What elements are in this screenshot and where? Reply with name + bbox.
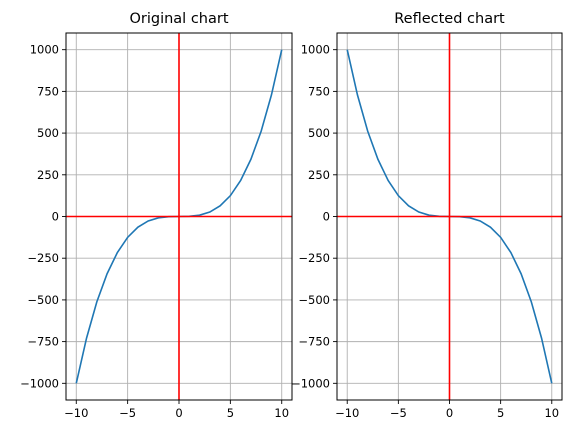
chart-0-xtick-label-0: −10 (64, 406, 88, 420)
chart-0-title: Original chart (129, 11, 228, 27)
original-chart-panel: −10 −5 0 5 10 −1000 −750 −500 −250 0 250 500 750 1000… (20, 11, 293, 420)
reflected-chart-panel: −10 −5 0 5 10 −1000 −750 −500 −250 0 250 500 750 1000… (291, 11, 563, 420)
chart-0-ytick-label-8: 1000 (30, 43, 59, 57)
chart-1-title: Reflected chart (394, 11, 505, 27)
chart-1-xtick-label-0: −10 (335, 406, 359, 420)
chart-1-ytick-label-6: 500 (308, 126, 330, 140)
chart-1-ytick-label-3: −250 (298, 251, 330, 265)
chart-0-xtick-label-4: 10 (274, 406, 289, 420)
chart-1-ytick-label-8: 1000 (301, 43, 330, 57)
chart-1-ytick-label-4: 0 (323, 210, 330, 224)
chart-1-ytick-label-2: −500 (298, 293, 330, 307)
chart-1-xtick-label-1: −5 (390, 406, 407, 420)
chart-1-xtick-label-4: 10 (544, 406, 559, 420)
chart-1-ytick-label-7: 750 (308, 84, 330, 98)
chart-1-ytick-label-0: −1000 (291, 376, 330, 390)
chart-1-xtick-label-3: 5 (497, 406, 504, 420)
chart-0-ytick-label-4: 0 (52, 210, 59, 224)
chart-0-ytick-label-2: −500 (27, 293, 59, 307)
chart-0-xtick-label-3: 5 (227, 406, 234, 420)
chart-0-ytick-label-3: −250 (27, 251, 59, 265)
chart-1-ytick-label-1: −750 (298, 335, 330, 349)
chart-1-xtick-label-2: 0 (446, 406, 453, 420)
chart-0-ytick-label-6: 500 (37, 126, 59, 140)
chart-0-xtick-label-2: 0 (175, 406, 182, 420)
chart-0-ytick-label-1: −750 (27, 335, 59, 349)
chart-0-ytick-label-0: −1000 (20, 376, 59, 390)
chart-0-ytick-label-7: 750 (37, 84, 59, 98)
chart-0-xtick-label-1: −5 (119, 406, 136, 420)
chart-0-ytick-label-5: 250 (37, 168, 59, 182)
chart-1-ytick-label-5: 250 (308, 168, 330, 182)
